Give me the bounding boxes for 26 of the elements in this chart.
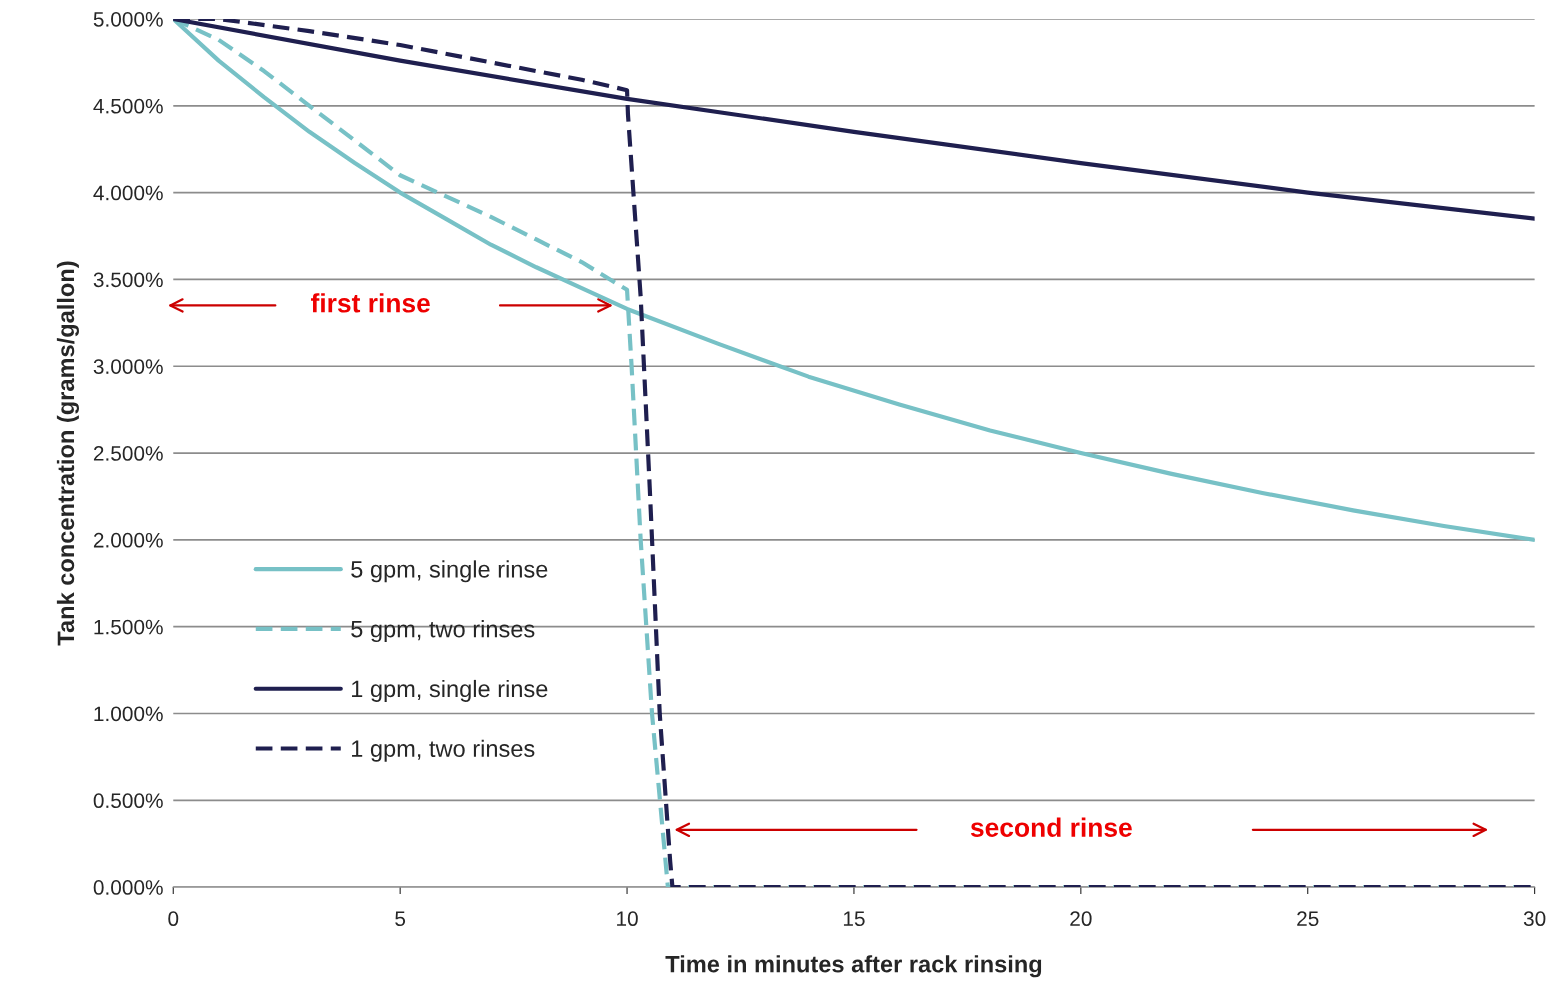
x-tick-label: 25	[1297, 911, 1319, 927]
y-tick-label: 1.000%	[94, 706, 163, 722]
legend-label: 1 gpm, two rinses	[352, 739, 535, 762]
y-tick-label: 0.000%	[93, 880, 163, 895]
y-tick-label: 3.500%	[93, 272, 163, 288]
y-tick-label: 4.000%	[93, 185, 163, 201]
x-tick-label: 5	[395, 911, 406, 927]
x-tick-label: 20	[1070, 911, 1092, 927]
annotation: second rinse	[970, 817, 1132, 837]
legend-label: 1 gpm, single rinse	[352, 679, 548, 702]
x-tick-label: 10	[617, 911, 638, 927]
x-tick-label: 15	[843, 911, 865, 927]
y-tick-label: 3.000%	[93, 359, 163, 374]
y-tick-label: 4.500%	[93, 98, 163, 114]
y-tick-label: 5.000%	[93, 11, 163, 27]
y-tick-label: 2.000%	[93, 532, 163, 548]
x-axis-title: Time in minutes after rack rinsing	[665, 955, 1042, 978]
annotation: first rinse	[310, 293, 430, 313]
y-tick-label: 2.500%	[93, 446, 163, 461]
legend-label: 5 gpm, single rinse	[351, 560, 548, 583]
y-axis-title: Tank concentration (grams/gallon)	[56, 261, 79, 646]
y-tick-label: 0.500%	[93, 793, 163, 809]
legend-label: 5 gpm, two rinses	[351, 620, 535, 643]
x-tick-label: 0	[168, 911, 179, 927]
x-tick-label: 30	[1523, 911, 1546, 927]
y-tick-label: 1.500%	[94, 619, 163, 635]
